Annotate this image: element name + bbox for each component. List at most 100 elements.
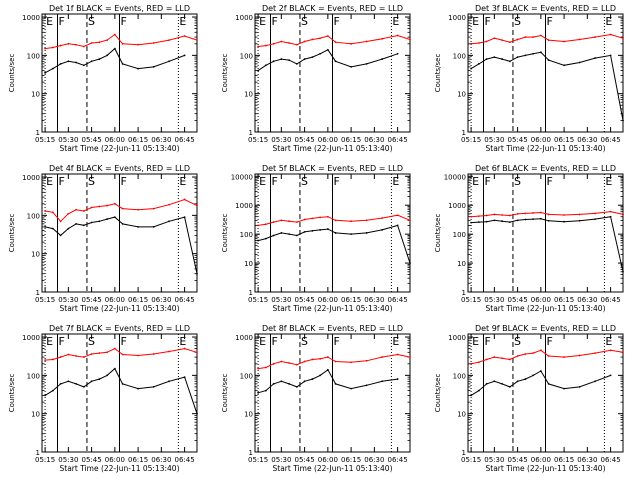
y-tick-label: 100 (240, 372, 253, 380)
chart-title: Det 2f BLACK = Events, RED = LLD (262, 4, 403, 13)
series-line-lld (45, 348, 198, 361)
x-tick-label: 05:15 (35, 456, 55, 464)
y-tick-label: 1 (462, 129, 466, 137)
y-tick-label: 100 (27, 52, 40, 60)
x-tick-label: 06:30 (364, 456, 384, 464)
marker-label-f: F (121, 335, 127, 348)
chart-title: Det 8f BLACK = Events, RED = LLD (262, 324, 403, 333)
series-events (470, 370, 612, 397)
x-tick-label: 05:15 (35, 136, 55, 144)
y-axis-label: Counts/sec (8, 214, 16, 253)
x-tick-label: 05:30 (271, 136, 291, 144)
series-lld (257, 353, 411, 370)
series-line-events (470, 370, 611, 396)
detector-chart-7: Det 7f BLACK = Events, RED = LLD 1 10 100 10… (8, 324, 198, 473)
y-axis-label: Counts/sec (221, 54, 229, 93)
x-tick-label: 05:30 (58, 296, 78, 304)
series-line-lld (258, 34, 411, 47)
x-axis-label: Start Time (22-Jun-11 05:13:40) (486, 464, 606, 473)
x-axis-label: Start Time (22-Jun-11 05:13:40) (60, 144, 180, 153)
y-tick-label: 100 (453, 231, 466, 239)
x-tick-label: 05:30 (58, 136, 78, 144)
y-tick-label: 1 (249, 129, 253, 137)
x-tick-label: 06:00 (531, 136, 551, 144)
x-tick-label: 06:00 (105, 456, 125, 464)
y-axis-label: Counts/sec (8, 374, 16, 413)
x-tick-label: 06:00 (318, 456, 338, 464)
x-tick-label: 05:15 (461, 296, 481, 304)
series-line-lld (45, 33, 198, 50)
marker-label-s: S (88, 175, 95, 188)
marker-label-f: F (547, 335, 553, 348)
x-tick-label: 06:45 (175, 136, 195, 144)
x-axis-label: Start Time (22-Jun-11 05:13:40) (486, 144, 606, 153)
x-tick-label: 05:30 (484, 456, 504, 464)
series-lld (470, 33, 624, 45)
detector-chart-2: Det 2f BLACK = Events, RED = LLD 1 10 100 10… (221, 4, 411, 153)
marker-label-e: E (179, 175, 186, 188)
x-tick-label: 05:45 (82, 296, 102, 304)
detector-chart-9: Det 9f BLACK = Events, RED = LLD 1 10 100 10… (434, 324, 624, 473)
marker-label-f: F (485, 15, 491, 28)
x-axis-label: Start Time (22-Jun-11 05:13:40) (273, 304, 393, 313)
chart-title: Det 9f BLACK = Events, RED = LLD (475, 324, 616, 333)
x-tick-label: 06:15 (341, 456, 361, 464)
marker-label-f: F (272, 175, 278, 188)
detector-chart-5: Det 5f BLACK = Events, RED = LLD 1 10 100 10… (221, 164, 411, 313)
series-lld (470, 349, 624, 365)
x-tick-label: 05:45 (82, 136, 102, 144)
marker-label-e: E (392, 175, 399, 188)
x-tick-label: 06:00 (318, 296, 338, 304)
x-tick-label: 05:45 (295, 456, 315, 464)
series-line-events (44, 47, 185, 74)
y-tick-label: 1 (36, 449, 40, 457)
marker-label-s: S (514, 175, 521, 188)
marker-label-s: S (301, 15, 308, 28)
series-lld (257, 34, 411, 48)
x-tick-label: 06:00 (531, 296, 551, 304)
y-tick-label: 10 (457, 260, 466, 268)
series-line-lld (258, 353, 411, 370)
series-line-events (257, 369, 398, 394)
x-tick-label: 05:15 (35, 296, 55, 304)
marker-label-f: F (334, 15, 340, 28)
x-axis-label: Start Time (22-Jun-11 05:13:40) (273, 144, 393, 153)
x-tick-label: 06:15 (341, 136, 361, 144)
marker-label-f: F (59, 15, 65, 28)
chart-title: Det 6f BLACK = Events, RED = LLD (475, 164, 616, 173)
marker-label-e: E (179, 15, 186, 28)
x-axis-label: Start Time (22-Jun-11 05:13:40) (273, 464, 393, 473)
marker-label-e: E (472, 335, 479, 348)
y-tick-label: 1000 (22, 334, 40, 342)
series-events (44, 216, 198, 275)
x-tick-label: 05:30 (271, 296, 291, 304)
x-tick-label: 06:30 (364, 136, 384, 144)
series-line-lld (471, 211, 624, 218)
x-tick-label: 06:45 (601, 136, 621, 144)
x-axis-label: Start Time (22-Jun-11 05:13:40) (60, 464, 180, 473)
marker-label-f: F (334, 335, 340, 348)
x-tick-label: 06:30 (151, 136, 171, 144)
series-lld (44, 347, 198, 362)
marker-label-e: E (259, 175, 266, 188)
marker-label-f: F (272, 335, 278, 348)
marker-label-e: E (46, 335, 53, 348)
y-tick-label: 1 (36, 129, 40, 137)
series-line-events (257, 49, 398, 72)
x-tick-label: 06:00 (105, 136, 125, 144)
y-axis-label: Counts/sec (434, 214, 442, 253)
marker-label-s: S (88, 15, 95, 28)
marker-label-f: F (334, 175, 340, 188)
detector-chart-8: Det 8f BLACK = Events, RED = LLD 1 10 100 10… (221, 324, 411, 473)
x-tick-label: 06:00 (531, 456, 551, 464)
marker-label-f: F (59, 335, 65, 348)
x-tick-label: 06:00 (105, 296, 125, 304)
series-line-lld (470, 349, 624, 365)
y-axis-label: Counts/sec (221, 214, 229, 253)
x-tick-label: 05:30 (58, 456, 78, 464)
series-line-events (471, 216, 624, 272)
y-tick-label: 1000 (448, 202, 466, 210)
y-tick-label: 1000 (235, 202, 253, 210)
chart-title: Det 1f BLACK = Events, RED = LLD (49, 4, 190, 13)
marker-label-e: E (605, 335, 612, 348)
